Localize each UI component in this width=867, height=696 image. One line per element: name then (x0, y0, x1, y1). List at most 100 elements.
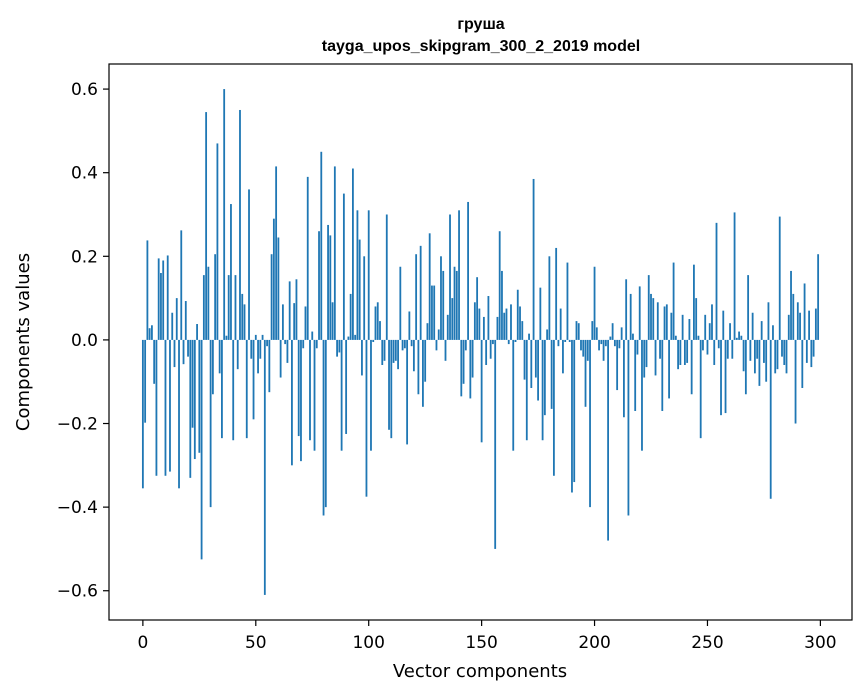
bar (571, 339, 573, 493)
bar (374, 306, 377, 340)
bar (717, 339, 720, 349)
bar (327, 224, 329, 340)
bar (394, 339, 397, 361)
bar (720, 339, 722, 416)
bar (528, 333, 530, 340)
bar (530, 339, 533, 388)
bar (609, 336, 612, 340)
bar (297, 339, 300, 437)
bar (160, 273, 162, 340)
bar (555, 247, 558, 340)
bar (598, 339, 600, 351)
bar (645, 339, 648, 368)
bar (376, 302, 379, 340)
bar (744, 339, 747, 395)
bar (415, 254, 418, 340)
bar (322, 339, 325, 516)
bar (783, 339, 786, 365)
bar (756, 339, 759, 359)
chart-subtitle: tayga_upos_skipgram_300_2_2019 model (322, 38, 640, 55)
bar (817, 254, 820, 340)
bar (607, 339, 609, 541)
bar (510, 304, 512, 340)
bar (722, 310, 725, 340)
bar (600, 339, 603, 345)
bar (487, 296, 490, 340)
bar (559, 308, 562, 340)
bar (670, 312, 673, 340)
bar (695, 298, 698, 340)
bar (808, 310, 810, 340)
bar (239, 109, 241, 340)
bar (379, 321, 381, 340)
bar (458, 210, 460, 340)
bar (471, 339, 474, 378)
bar (778, 216, 781, 340)
bar (424, 339, 427, 382)
bar (392, 339, 395, 363)
bar (266, 339, 268, 347)
bar (776, 339, 779, 370)
bar (514, 339, 517, 342)
bar (765, 339, 768, 382)
bar (469, 339, 472, 399)
bar (363, 256, 366, 340)
bar (485, 339, 488, 365)
bar (171, 312, 174, 340)
bar (295, 279, 298, 340)
bar (573, 339, 576, 483)
bar (602, 339, 605, 361)
bar (742, 339, 745, 372)
bar (403, 339, 406, 349)
bar (141, 339, 144, 489)
bar (173, 339, 176, 368)
bar (480, 339, 483, 443)
bar (367, 210, 370, 340)
bar (763, 339, 765, 363)
x-tick-label: 300 (804, 633, 836, 653)
bar (361, 339, 363, 376)
bar (683, 339, 686, 365)
bar (442, 270, 445, 340)
bar (390, 339, 393, 439)
bar (539, 287, 542, 340)
x-tick-label: 200 (578, 633, 610, 653)
bar (191, 339, 194, 428)
y-tick-label: 0.0 (71, 331, 98, 351)
bar (399, 266, 402, 340)
bar (767, 302, 770, 340)
bar (595, 327, 598, 340)
bar (153, 339, 156, 384)
bar (340, 339, 343, 451)
bar (677, 339, 680, 370)
bar (801, 339, 804, 388)
bar (548, 256, 551, 340)
bar (211, 339, 214, 395)
bar (492, 339, 494, 345)
bar (381, 339, 384, 365)
bar (187, 339, 189, 357)
bar (446, 314, 449, 340)
bar (543, 339, 546, 416)
bar (541, 339, 544, 441)
bar (731, 339, 734, 359)
bar (406, 339, 409, 445)
bar (593, 266, 596, 340)
bar (781, 339, 783, 357)
bar (453, 266, 456, 340)
bar (426, 323, 429, 340)
bar (342, 193, 345, 340)
bar (708, 323, 711, 340)
bar (148, 328, 151, 340)
bar (803, 283, 806, 340)
bar (293, 303, 296, 340)
bar (189, 339, 192, 478)
bar (550, 339, 553, 409)
bar (272, 218, 275, 340)
bar (577, 323, 580, 340)
y-axis-ticks: −0.6 −0.4 −0.2 0.0 0.2 0.4 0.6 (57, 80, 109, 602)
bar (476, 277, 479, 340)
bar (250, 339, 253, 359)
bar (338, 339, 341, 353)
bar (616, 339, 619, 391)
